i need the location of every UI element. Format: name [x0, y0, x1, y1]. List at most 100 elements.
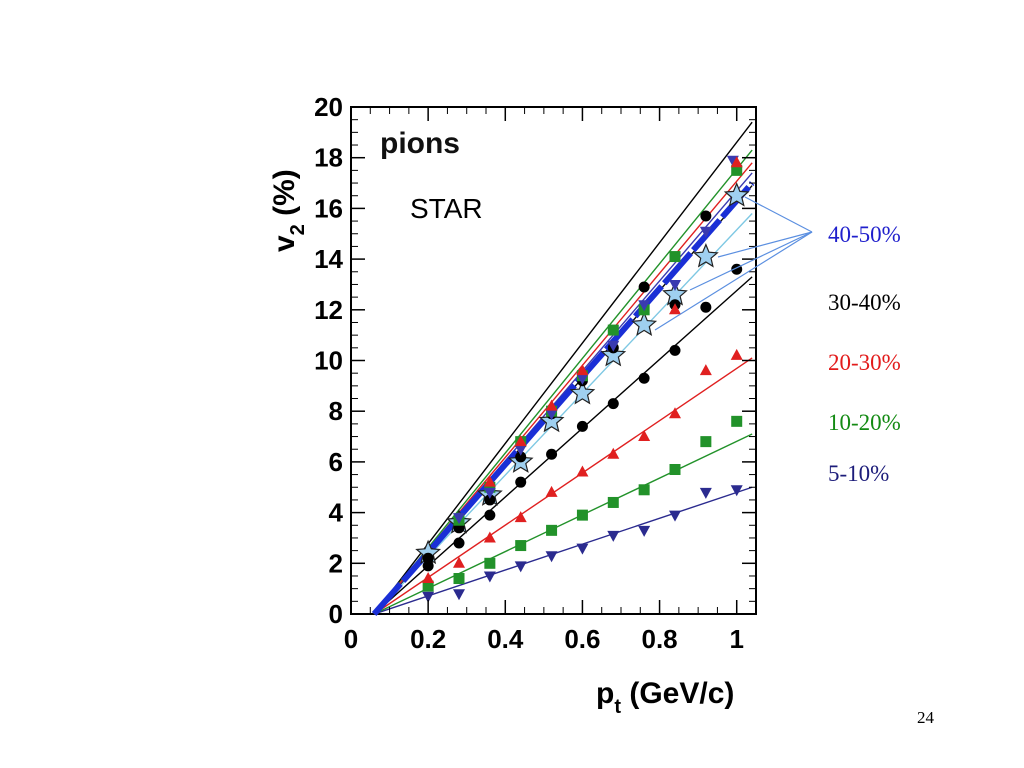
data-point	[700, 210, 712, 222]
y-tick-label: 8	[329, 396, 343, 426]
page-number: 24	[917, 708, 934, 727]
y-tick-label: 0	[329, 599, 343, 629]
fit-lines	[371, 121, 755, 616]
legend-arrow-2	[717, 231, 813, 258]
x-tick-label: 0.4	[487, 624, 524, 654]
data-point	[576, 364, 589, 376]
data-point	[731, 415, 743, 427]
fit-line	[373, 433, 753, 615]
data-point	[669, 510, 681, 522]
data-point	[607, 447, 620, 459]
data-point	[699, 487, 712, 499]
data-point	[484, 557, 496, 569]
data-point	[669, 279, 681, 291]
data-point	[576, 509, 588, 521]
x-axis-label: pt (GeV/c)	[596, 677, 734, 718]
data-point	[638, 300, 651, 312]
legend-arrow-3	[689, 231, 813, 291]
legend-item: 20-30%	[828, 350, 901, 375]
legend-item: 40-50%	[828, 222, 901, 247]
data-point	[692, 243, 719, 268]
data-point	[484, 509, 496, 521]
data-point	[607, 496, 619, 508]
data-point	[576, 465, 589, 477]
data-point	[669, 464, 681, 476]
data-point	[700, 436, 712, 448]
data-point	[638, 525, 651, 537]
data-point	[484, 481, 496, 493]
data-point	[576, 420, 588, 432]
data-point	[545, 399, 558, 411]
data-point	[453, 573, 465, 585]
axis-ticks	[350, 106, 756, 615]
y-tick-label: 2	[329, 548, 343, 578]
data-point	[607, 324, 619, 336]
y-tick-label: 4	[329, 498, 344, 528]
data-point	[669, 251, 681, 263]
data-point	[514, 561, 527, 573]
data-point	[699, 226, 712, 238]
data-point	[453, 513, 465, 525]
data-point	[514, 435, 527, 447]
x-axis-label-sub: t	[614, 696, 621, 718]
data-point	[638, 484, 650, 496]
y-tick-label: 20	[314, 92, 343, 122]
data-point	[607, 398, 619, 410]
data-point	[483, 475, 496, 487]
data-point	[607, 530, 620, 542]
chart-title: pions	[380, 127, 460, 160]
data-point	[515, 451, 527, 463]
data-point	[483, 487, 496, 499]
x-axis-label-main: p	[596, 677, 614, 710]
star-annotation: STAR	[410, 193, 483, 224]
data-point	[730, 348, 743, 360]
data-point	[546, 448, 558, 460]
data-point	[730, 156, 743, 168]
data-point	[545, 409, 558, 421]
data-point	[422, 552, 434, 564]
x-tick-label: 0.2	[410, 624, 446, 654]
data-point	[669, 407, 681, 419]
data-point	[569, 379, 596, 405]
data-point	[453, 589, 465, 601]
data-point	[699, 364, 712, 376]
x-axis-label-rest: (GeV/c)	[621, 677, 734, 710]
data-point	[669, 344, 681, 356]
data-point	[600, 341, 627, 367]
legend-arrows	[654, 196, 813, 331]
fit-line	[373, 212, 753, 615]
data-point	[514, 444, 527, 456]
data-point	[607, 340, 620, 352]
data-point	[546, 524, 558, 536]
x-tick-label: 0	[344, 624, 358, 654]
data-point	[576, 373, 589, 385]
data-point	[723, 182, 750, 207]
y-axis-label-main: v	[268, 235, 301, 252]
data-point	[731, 164, 743, 176]
data-point	[638, 430, 651, 442]
y-tick-label: 6	[329, 447, 343, 477]
data-point	[483, 571, 496, 583]
y-tick-label: 12	[314, 295, 343, 325]
y-axis-label-rest: (%)	[268, 169, 301, 224]
y-tick-label: 10	[314, 346, 343, 376]
data-point	[730, 485, 743, 497]
data-point	[453, 537, 465, 549]
x-tick-label: 0.6	[564, 624, 600, 654]
data-point	[422, 560, 434, 572]
data-point	[669, 303, 681, 315]
data-point	[700, 301, 712, 313]
x-tick-label: 0.8	[641, 624, 677, 654]
fit-line	[373, 149, 753, 615]
data-point	[422, 572, 435, 584]
legend-arrow-1	[744, 196, 813, 233]
data-point	[422, 591, 435, 603]
fit-line	[373, 486, 753, 615]
plot-frame	[350, 106, 757, 615]
y-tick-label: 16	[314, 193, 343, 223]
fit-line	[373, 357, 753, 615]
thick-fit-line	[371, 181, 755, 616]
x-tick-label: 1	[729, 624, 743, 654]
